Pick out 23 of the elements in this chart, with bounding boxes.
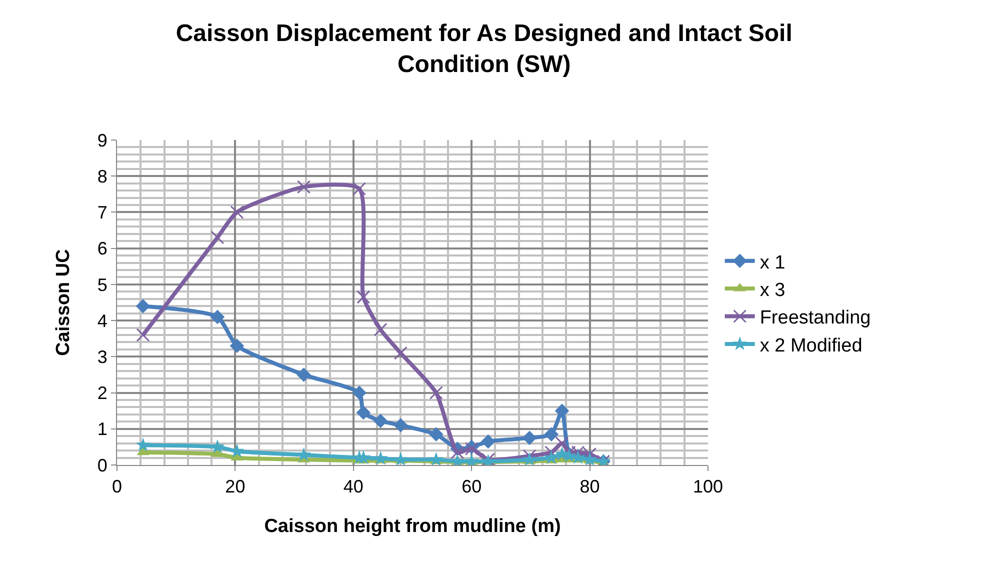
y-tick-label: 4 — [97, 310, 108, 331]
x-tick-label: 100 — [692, 476, 724, 497]
y-tick-label: 7 — [97, 202, 108, 223]
x-tick-label: 20 — [225, 476, 246, 497]
y-axis-title: Caisson UC — [53, 248, 74, 356]
x-tick-label: 80 — [580, 476, 600, 497]
y-tick-label: 8 — [97, 166, 108, 186]
y-tick-label: 5 — [97, 274, 108, 295]
x-tick-label: 60 — [462, 476, 482, 497]
y-tick-label: 6 — [97, 238, 108, 259]
x-tick-label: 0 — [112, 476, 122, 497]
y-tick-label: 3 — [97, 346, 108, 367]
y-tick-label: 1 — [97, 419, 108, 440]
legend-label: x 2 Modified — [760, 335, 862, 356]
chart-title: Caisson Displacement for As Designed and Intact Soil Condition (SW) — [176, 20, 792, 78]
y-tick-label: 2 — [97, 383, 108, 404]
legend-label: Freestanding — [760, 308, 871, 329]
x-tick-label: 40 — [343, 476, 364, 497]
x-axis-title: Caisson height from mudline (m) — [264, 516, 561, 537]
legend-label: x 1 — [760, 252, 786, 274]
legend-label: x 3 — [760, 280, 786, 301]
y-tick-label: 9 — [97, 130, 108, 150]
y-tick-label: 0 — [97, 455, 108, 476]
